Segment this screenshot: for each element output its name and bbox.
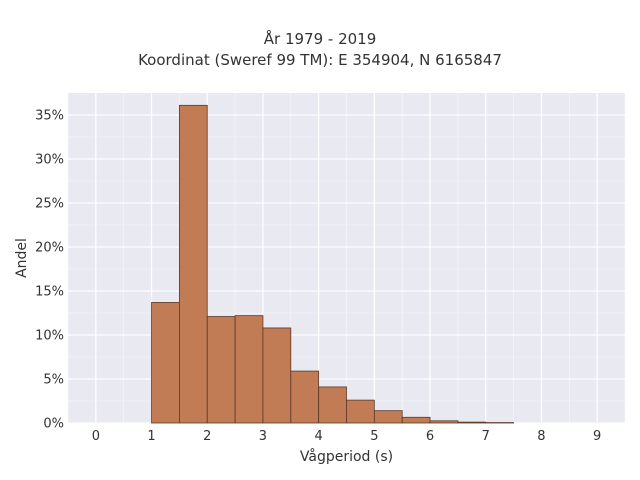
histogram-bar [401, 416, 431, 424]
histogram-bar [318, 386, 347, 424]
histogram-bar [206, 316, 236, 424]
histogram-bar [234, 315, 264, 424]
y-tick-label: 30% [35, 153, 64, 168]
x-tick-label: 8 [537, 429, 545, 444]
y-tick-label: 20% [35, 241, 64, 256]
y-tick-label: 25% [35, 197, 64, 212]
y-tick-label: 35% [35, 109, 64, 124]
histogram-bar [346, 399, 375, 424]
x-tick-label: 5 [370, 429, 378, 444]
x-tick-label: 7 [482, 429, 490, 444]
x-tick-label: 9 [593, 429, 601, 444]
histogram-bar [151, 302, 180, 424]
y-tick-label: 10% [35, 329, 64, 344]
histogram-bar [262, 327, 292, 424]
x-tick-label: 0 [92, 429, 100, 444]
x-tick-label: 1 [147, 429, 155, 444]
y-tick-label: 5% [43, 373, 64, 388]
histogram-bar [373, 410, 403, 424]
histogram-bar [290, 370, 320, 424]
chart-title-line-2: Koordinat (Sweref 99 TM): E 354904, N 61… [138, 51, 502, 69]
y-axis-label: Andel [14, 238, 30, 278]
x-tick-label: 4 [315, 429, 323, 444]
x-tick-label: 2 [203, 429, 211, 444]
x-tick-label: 3 [259, 429, 267, 444]
chart-title-line-1: År 1979 - 2019 [263, 30, 377, 48]
y-tick-label: 0% [43, 417, 64, 432]
x-axis-label: Vågperiod (s) [300, 448, 393, 465]
histogram-bar [178, 104, 208, 424]
x-tick-label: 6 [426, 429, 434, 444]
histogram-bar [429, 420, 459, 424]
y-tick-label: 15% [35, 285, 64, 300]
histogram-bar [457, 421, 487, 424]
